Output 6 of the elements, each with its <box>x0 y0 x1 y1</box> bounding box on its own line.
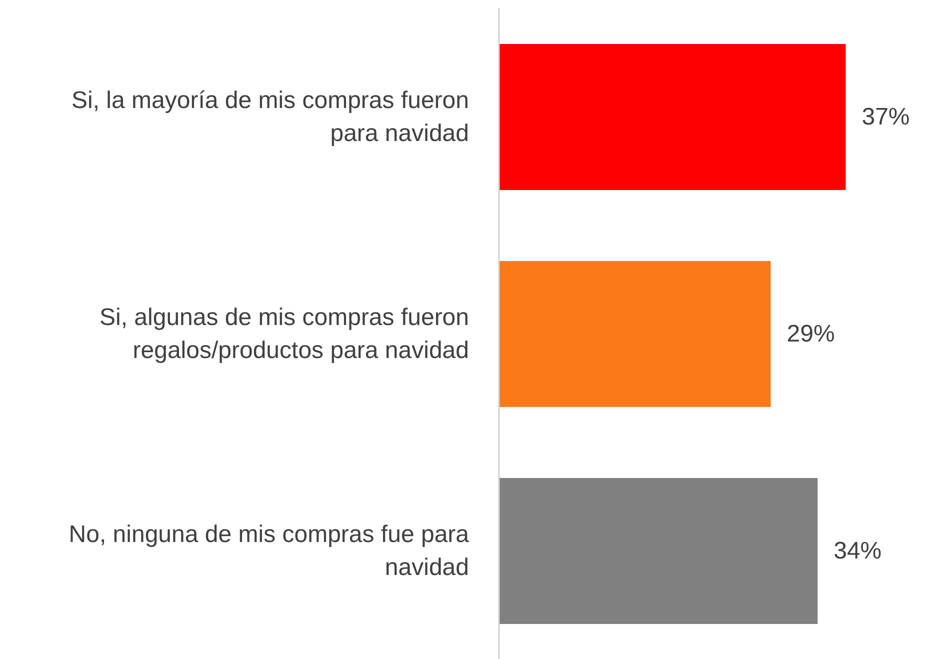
data-label: 29% <box>786 320 835 348</box>
y-tick-label: Si, la mayoría de mis compras fueron para navidad <box>72 86 469 146</box>
y-tick-label: No, ninguna de mis compras fue para navidad <box>68 520 470 580</box>
data-label: 34% <box>834 538 882 564</box>
y-tick-label: Si, algunas de mis compras fueron regalos/productos para navidad <box>99 304 469 364</box>
data-label: 37% <box>862 104 910 130</box>
